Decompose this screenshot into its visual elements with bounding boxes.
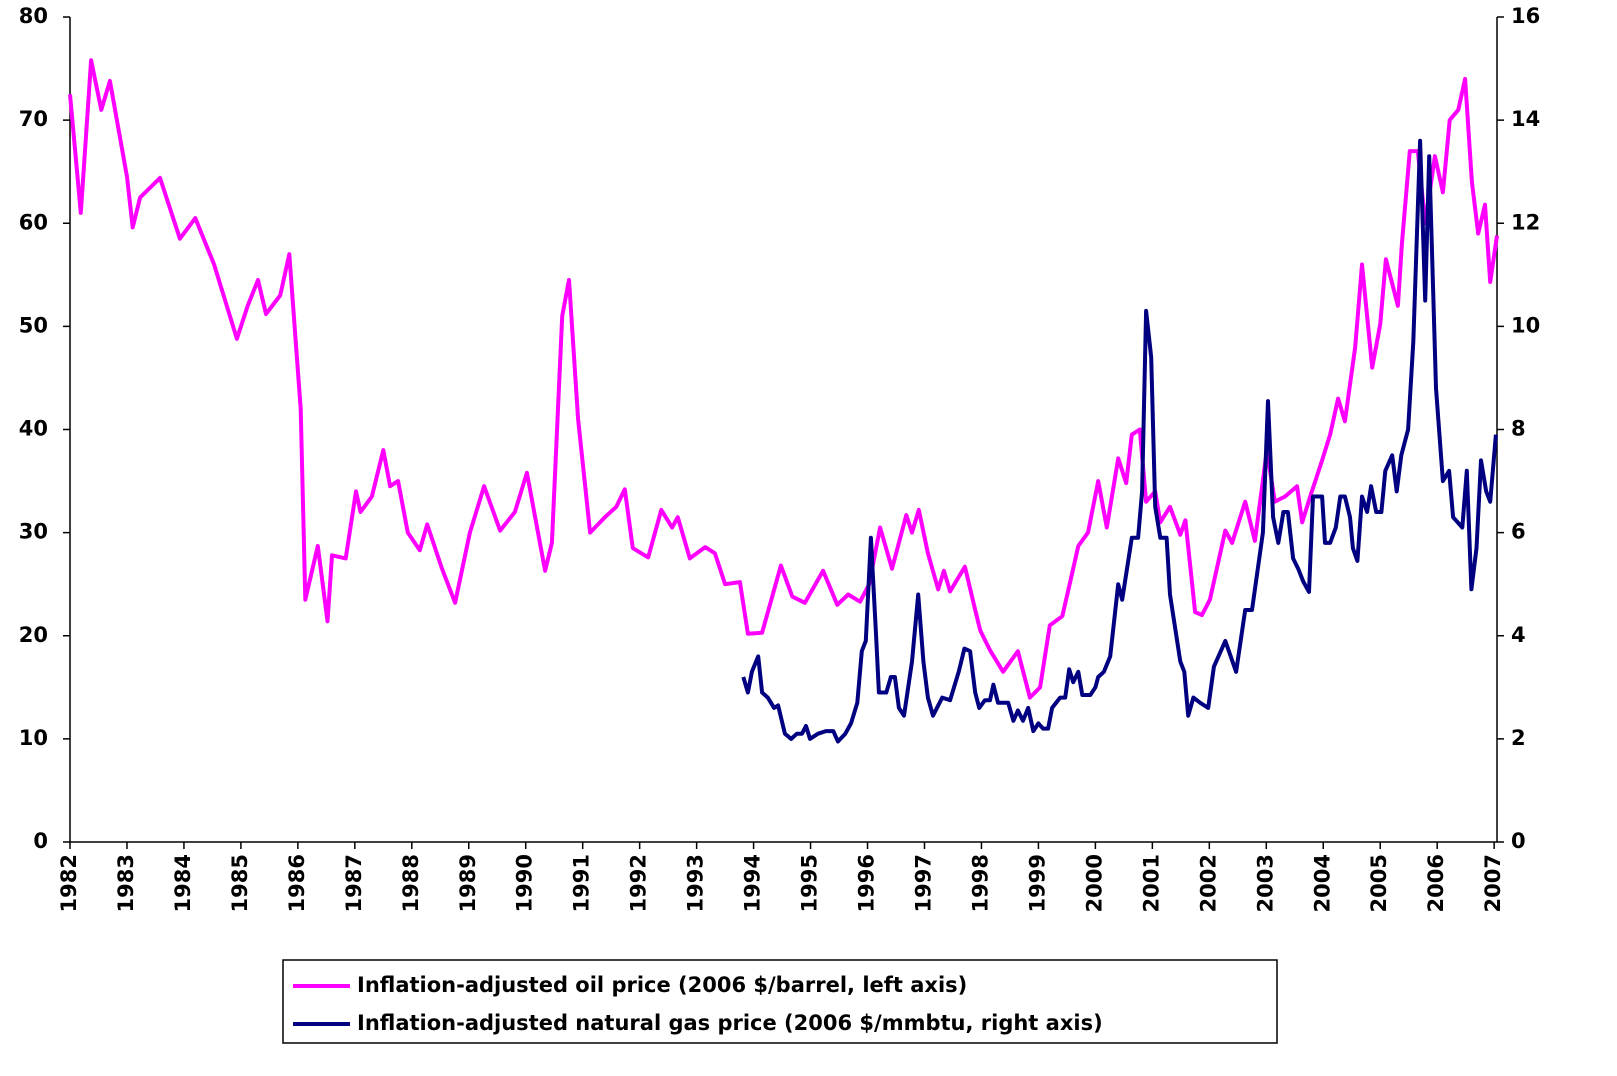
legend-label: Inflation-adjusted oil price (2006 $/bar… — [357, 973, 967, 997]
x-tick-label: 1986 — [285, 854, 309, 912]
x-tick-label: 1984 — [171, 854, 195, 912]
y-tick-label: 80 — [19, 4, 48, 28]
x-tick-label: 1983 — [114, 854, 138, 912]
x-tick-label: 2004 — [1310, 854, 1334, 912]
x-tick-label: 2003 — [1253, 854, 1277, 912]
x-tick-label: 2007 — [1481, 854, 1505, 912]
y-tick-label: 50 — [19, 313, 48, 337]
x-tick-label: 1998 — [968, 854, 992, 912]
x-tick-label: 1999 — [1025, 854, 1049, 912]
x-tick-label: 1996 — [855, 854, 879, 912]
y2-tick-label: 2 — [1511, 726, 1526, 750]
y-tick-label: 10 — [19, 726, 48, 750]
y-tick-label: 40 — [19, 417, 48, 441]
y-tick-label: 30 — [19, 520, 48, 544]
x-tick-label: 1988 — [399, 854, 423, 912]
legend-box — [282, 959, 1278, 1044]
x-tick-label: 2006 — [1424, 854, 1448, 912]
x-tick-label: 1990 — [513, 854, 537, 912]
legend-label: Inflation-adjusted natural gas price (20… — [357, 1011, 1103, 1035]
x-tick-label: 1987 — [342, 854, 366, 912]
y2-tick-label: 16 — [1511, 4, 1540, 28]
x-tick-label: 1995 — [798, 854, 822, 912]
y-tick-label: 0 — [33, 829, 48, 853]
x-tick-label: 2005 — [1367, 854, 1391, 912]
x-tick-label: 1991 — [570, 854, 594, 912]
x-tick-label: 1997 — [911, 854, 935, 912]
x-tick-label: 2002 — [1196, 854, 1220, 912]
y2-tick-label: 10 — [1511, 313, 1540, 337]
y-tick-label: 70 — [19, 107, 48, 131]
x-tick-label: 1982 — [57, 854, 81, 912]
x-tick-label: 1989 — [456, 854, 480, 912]
y2-tick-label: 0 — [1511, 829, 1526, 853]
y2-tick-label: 4 — [1511, 623, 1526, 647]
x-tick-label: 2000 — [1082, 854, 1106, 912]
y2-tick-label: 8 — [1511, 417, 1526, 441]
series-line — [68, 58, 1499, 700]
y2-tick-label: 6 — [1511, 520, 1526, 544]
series-line — [741, 138, 1498, 744]
x-tick-label: 1994 — [741, 854, 765, 912]
y-tick-label: 20 — [19, 623, 48, 647]
y2-tick-label: 12 — [1511, 210, 1540, 234]
x-tick-label: 1993 — [684, 854, 708, 912]
x-tick-label: 1985 — [228, 854, 252, 912]
x-tick-label: 2001 — [1139, 854, 1163, 912]
y-tick-label: 60 — [19, 210, 48, 234]
x-tick-label: 1992 — [627, 854, 651, 912]
y2-tick-label: 14 — [1511, 107, 1540, 131]
